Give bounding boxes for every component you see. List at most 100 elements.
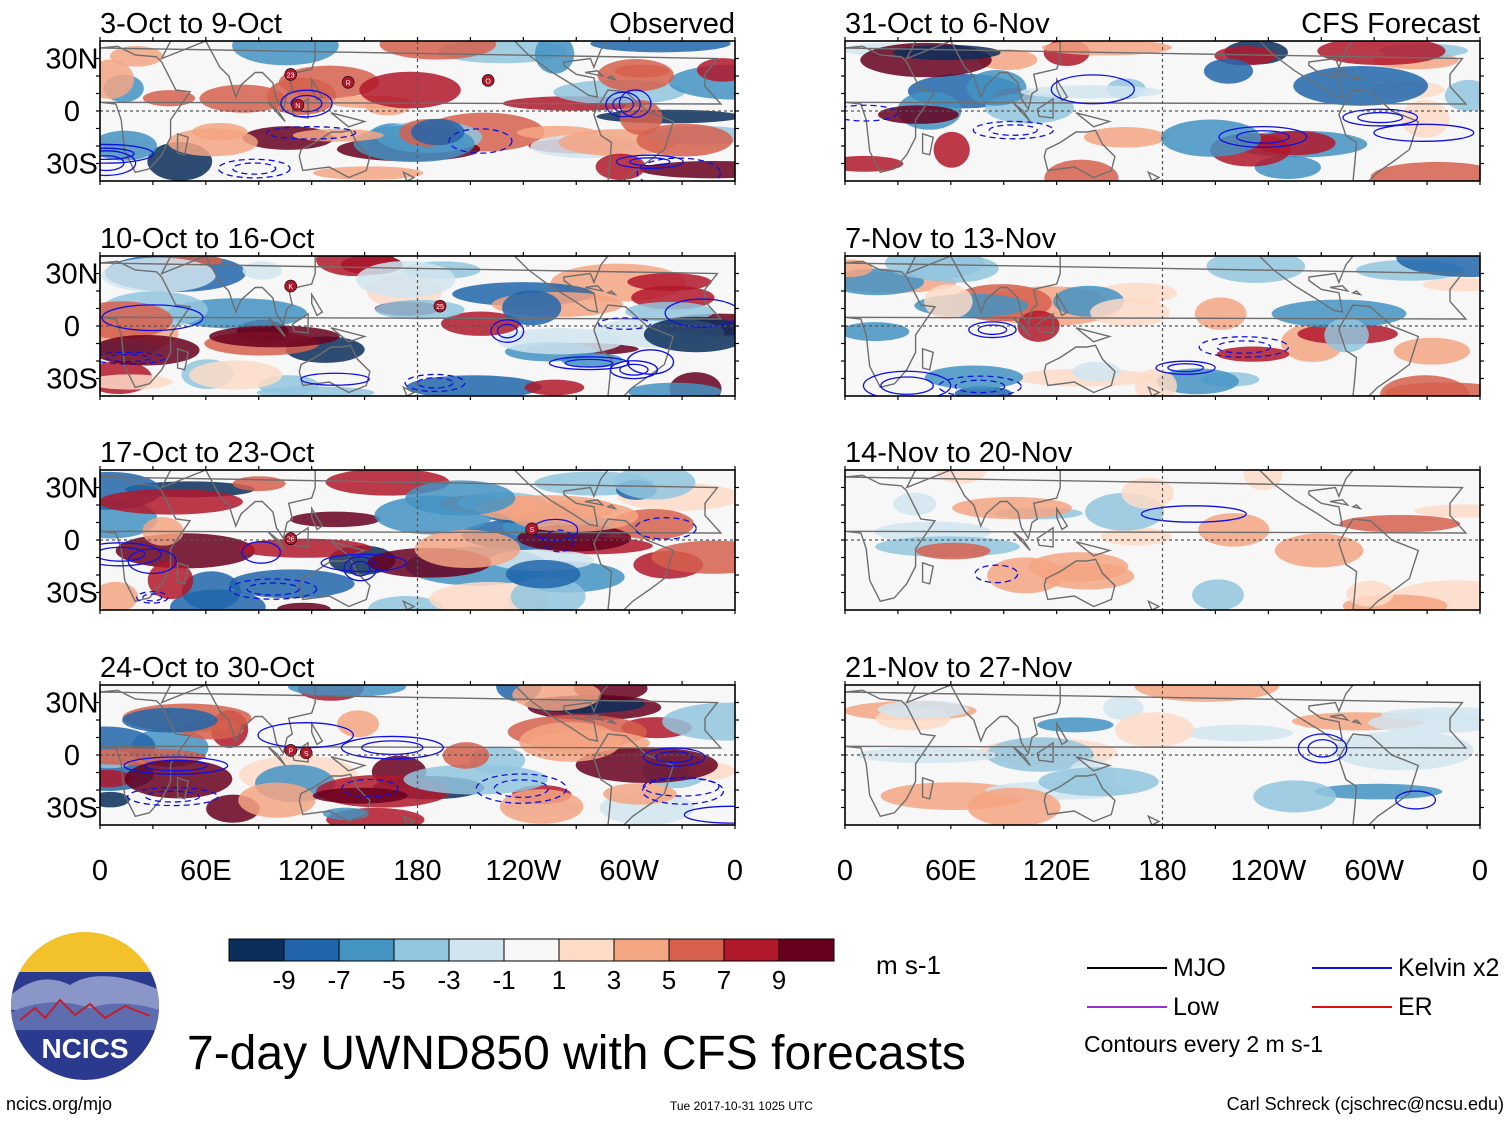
coastlines <box>100 685 723 825</box>
easterly-anomaly <box>1293 65 1429 106</box>
easterly-anomaly <box>232 41 339 66</box>
kelvin-contour <box>626 349 675 375</box>
coastline <box>100 45 723 174</box>
westerly-anomaly <box>1134 368 1177 396</box>
easterly-anomaly <box>100 791 130 808</box>
coastline <box>1338 733 1420 825</box>
kelvin-contours <box>862 321 1290 396</box>
easterly-anomaly <box>1444 79 1480 112</box>
coastline <box>1338 89 1420 181</box>
x-tick-label: 120E <box>1023 855 1091 887</box>
easterly-anomaly <box>256 386 375 396</box>
coastline <box>1075 756 1113 772</box>
coastline <box>1055 505 1069 531</box>
easterly-anomaly <box>924 365 1024 390</box>
storm-label: R <box>346 80 351 87</box>
storm-symbol <box>525 522 539 536</box>
easterly-anomaly <box>1203 58 1254 84</box>
kelvin-contour <box>404 373 466 393</box>
map-panel: 31-Oct to 6-Nov CFS Forecast <box>841 8 1484 185</box>
coastline <box>606 719 618 725</box>
y-tick-label: 0 <box>64 311 80 343</box>
map-panel: 23 R N O 3-Oct to 9-Oct Observed 30N 0 30S <box>45 8 739 185</box>
coastline <box>1012 316 1031 337</box>
coastline <box>160 685 316 756</box>
coastline <box>1043 344 1116 394</box>
kelvin-contour <box>598 317 652 330</box>
kelvin-contour <box>100 351 166 365</box>
westerly-anomaly <box>696 58 735 82</box>
easterly-anomaly <box>375 299 465 320</box>
storm-marker: P <box>284 744 298 757</box>
easterly-anomaly <box>242 261 282 280</box>
panel-period-label: 10-Oct to 16-Oct <box>100 223 314 255</box>
storm-symbol <box>284 744 298 757</box>
x-tick-label: 60W <box>599 855 659 887</box>
kelvin-contours <box>1297 733 1437 810</box>
column-header: CFS Forecast <box>1301 8 1480 40</box>
easterly-anomaly <box>122 707 218 733</box>
westerly-anomaly <box>1346 580 1394 607</box>
anomaly-field <box>874 470 1480 610</box>
kelvin-contour <box>634 517 697 540</box>
y-tick-label: 30N <box>45 688 98 720</box>
y-tick-label: 0 <box>64 740 80 772</box>
coastline <box>1338 518 1420 610</box>
coastline <box>1055 76 1069 102</box>
coastline <box>921 776 935 800</box>
kelvin-contours <box>100 89 721 181</box>
kelvin-contour <box>880 376 934 395</box>
colorbar-swatch <box>448 938 505 962</box>
kelvin-contour <box>664 298 735 328</box>
kelvin-contour <box>341 778 399 798</box>
westerly-anomaly <box>100 769 133 788</box>
westerly-anomaly <box>1317 41 1446 66</box>
coastline <box>845 260 1468 389</box>
kelvin-contour <box>655 751 694 764</box>
coastline <box>291 312 309 334</box>
coastline <box>176 132 190 156</box>
footer-url[interactable]: ncics.org/mjo <box>6 1094 113 1114</box>
kelvin-contour <box>232 162 277 175</box>
footer-timestamp: Tue 2017-10-31 1025 UTC <box>670 1099 813 1113</box>
westerly-anomaly <box>100 335 200 366</box>
kelvin-contour <box>642 747 706 767</box>
easterly-anomaly <box>1332 730 1474 771</box>
coastline <box>593 518 675 610</box>
coastline <box>311 720 324 746</box>
storm-marker: K <box>284 279 298 293</box>
kelvin-contour <box>496 323 518 339</box>
westerly-anomaly <box>110 46 163 67</box>
westerly-anomaly <box>1274 533 1364 568</box>
easterly-anomaly <box>1103 696 1144 720</box>
coastline <box>921 561 935 585</box>
x-tick-label: 0 <box>727 855 743 887</box>
kelvin-contour <box>361 740 424 756</box>
kelvin-contour <box>493 779 549 798</box>
kelvin-contour <box>136 591 169 604</box>
westerly-anomaly <box>1041 563 1135 590</box>
kelvin-contour <box>1216 340 1272 354</box>
column-header: Observed <box>609 8 735 40</box>
westerly-anomaly <box>517 524 632 552</box>
coastline <box>1147 385 1161 396</box>
easterly-anomaly <box>907 256 999 283</box>
anomaly-field <box>100 470 735 610</box>
storm-symbol <box>481 74 495 87</box>
kelvin-contour <box>144 759 208 772</box>
easterly-anomaly <box>1072 361 1121 382</box>
coastline <box>1075 541 1113 557</box>
coastline <box>1351 719 1363 725</box>
westerly-anomaly <box>199 84 286 113</box>
easterly-anomaly <box>893 492 937 516</box>
coastline <box>921 132 935 156</box>
coastlines <box>100 41 723 181</box>
westerly-anomaly <box>924 284 973 320</box>
westerly-anomaly <box>603 783 677 805</box>
coastline <box>1036 741 1054 763</box>
kelvin-contour <box>988 124 1038 136</box>
westerly-anomaly <box>1384 382 1480 396</box>
